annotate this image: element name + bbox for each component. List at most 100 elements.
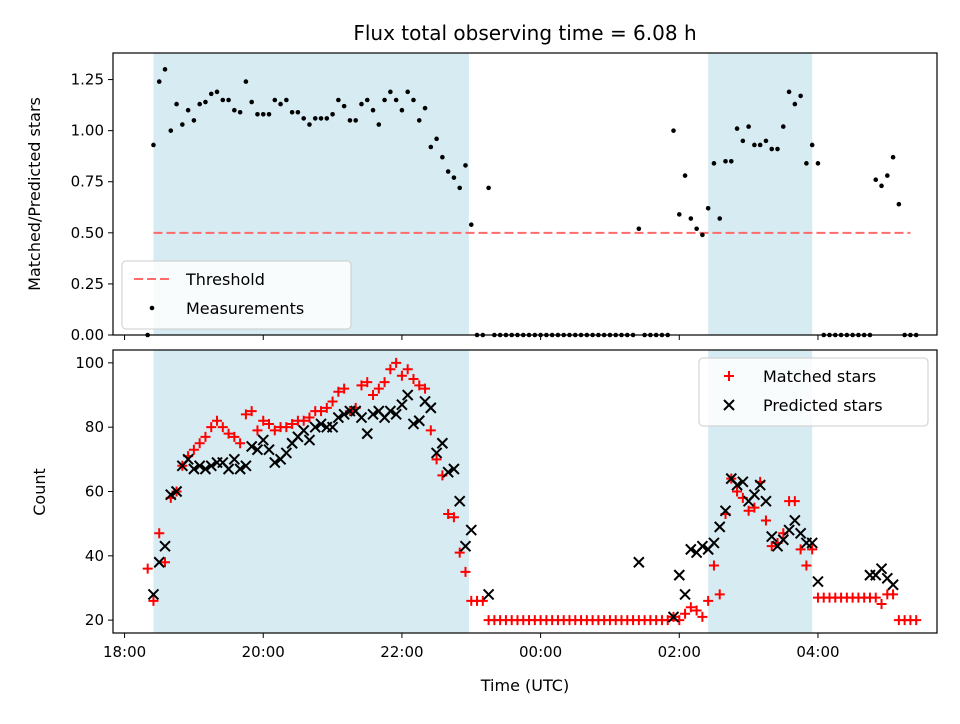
predicted-point (205, 460, 217, 472)
predicted-point (245, 440, 258, 453)
predicted-point (170, 485, 183, 498)
measurement-point (682, 173, 688, 178)
matched-point (304, 412, 315, 423)
predicted-point (708, 537, 720, 549)
matched-point (760, 515, 771, 526)
measurement-point (232, 107, 237, 113)
measurement-point (353, 118, 358, 123)
predicted-point (887, 579, 899, 591)
predicted-point (240, 460, 252, 472)
matched-point (911, 615, 922, 626)
measurement-point (416, 118, 422, 123)
matched-point (448, 512, 459, 523)
predicted-point (436, 437, 449, 449)
predicted-point (234, 463, 246, 475)
matched-point (708, 560, 719, 571)
matched-point (420, 383, 431, 394)
series-1-1 (145, 67, 919, 338)
measurement-point (688, 216, 694, 221)
x-tick-label: 02:00 (658, 643, 701, 661)
x-tick-label: 22:00 (380, 643, 423, 661)
predicted-point (482, 588, 495, 601)
measurement-point (336, 97, 341, 103)
matched-point (454, 547, 465, 558)
predicted-point (401, 389, 414, 401)
matched-point (160, 557, 171, 568)
predicted-point (719, 505, 732, 517)
measurement-point (422, 105, 428, 111)
matched-point (258, 415, 269, 426)
predicted-point (812, 575, 824, 588)
matched-point (414, 380, 425, 391)
matched-point (876, 599, 887, 610)
measurement-point (272, 97, 278, 103)
measurement-point (717, 216, 723, 221)
legend-box (121, 260, 352, 330)
measurement-point (792, 101, 798, 107)
x-tick-label: 00:00 (519, 643, 562, 661)
panel-2: 20 40 60 80 100 18:00 20:00 22:00 00:00 02:00 04:0… (75, 349, 938, 661)
matched-point (188, 444, 199, 455)
predicted-point (875, 562, 888, 575)
predicted-point (696, 540, 709, 552)
y-tick-label: 0.75 (71, 173, 104, 191)
measurement-point (809, 142, 815, 148)
predicted-point (766, 530, 778, 543)
measurement-point (711, 161, 717, 166)
matched-point (431, 454, 442, 465)
matched-point (362, 377, 373, 388)
measurement-point (769, 146, 775, 152)
matched-point (685, 602, 696, 613)
measurement-point (763, 138, 769, 144)
measurement-point (885, 173, 890, 178)
measurement-point (370, 107, 376, 113)
measurement-point (405, 89, 410, 95)
y-tick-label: 40 (85, 547, 104, 565)
matched-point (142, 563, 153, 574)
predicted-point (390, 408, 402, 421)
measurement-point (780, 124, 786, 129)
measurement-point (312, 116, 318, 121)
measurement-point (463, 163, 468, 168)
y-tick-label: 20 (85, 611, 104, 629)
matched-point (477, 595, 488, 606)
measurement-point (815, 161, 821, 166)
predicted-point (396, 398, 408, 411)
matched-point (691, 605, 702, 616)
measurement-point (440, 154, 445, 160)
measurement-point (752, 142, 757, 148)
predicted-point (459, 540, 472, 552)
predicted-point (783, 524, 795, 536)
predicted-point (679, 588, 691, 601)
measurement-point (746, 124, 751, 129)
matched-point (385, 364, 396, 375)
legend-label: Threshold (185, 270, 265, 289)
matched-point (373, 383, 384, 394)
predicted-point (407, 418, 420, 430)
y-tick-label: 100 (75, 354, 104, 372)
predicted-point (338, 408, 350, 421)
measurement-point (896, 201, 902, 207)
measurement-point (376, 122, 382, 127)
y-tick-label: 0.25 (71, 275, 104, 293)
measurement-point (700, 232, 705, 238)
measurement-point (243, 79, 249, 84)
matched-point (298, 415, 309, 426)
legend-key-predicted (723, 399, 735, 411)
matched-point (391, 357, 402, 368)
predicted-point (465, 524, 477, 536)
measurement-point (445, 169, 451, 174)
legend-1: Threshold Measurements (121, 260, 352, 330)
series-2-2 (147, 389, 899, 623)
matched-point (356, 380, 367, 391)
predicted-point (315, 418, 327, 430)
predicted-point (442, 466, 454, 478)
predicted-point (182, 453, 194, 466)
predicted-point (413, 415, 425, 427)
measurement-point (740, 138, 746, 144)
matched-point (379, 377, 390, 388)
shaded-band-2 (708, 53, 813, 335)
measurement-point (723, 159, 728, 164)
measurement-point (307, 122, 312, 127)
measurement-point (214, 89, 220, 95)
